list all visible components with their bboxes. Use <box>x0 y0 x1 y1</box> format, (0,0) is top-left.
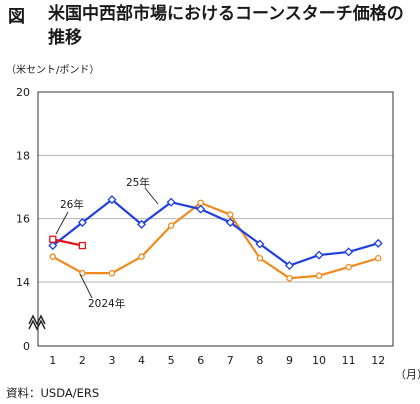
x-tick-label: 1 <box>49 354 56 367</box>
x-tick-label: 9 <box>286 354 293 367</box>
chart-title: 米国中西部市場におけるコーンスターチ価格の推移 <box>48 4 404 48</box>
x-axis-unit-label: （月） <box>395 368 420 381</box>
axis-break-mark <box>28 314 46 326</box>
x-tick-label: 6 <box>197 354 204 367</box>
plot-frame <box>37 91 394 347</box>
x-tick-label: 12 <box>371 354 385 367</box>
x-tick-label: 3 <box>108 354 115 367</box>
axis-break-mark <box>28 319 46 331</box>
series-label: 25年 <box>126 176 150 189</box>
x-tick-label: 8 <box>256 354 263 367</box>
x-tick-label: 5 <box>168 354 175 367</box>
data-point <box>286 274 293 282</box>
data-point <box>49 235 57 243</box>
data-point <box>137 219 147 229</box>
data-point <box>48 241 58 251</box>
data-point <box>78 241 87 250</box>
y-tick-label: 20 <box>16 86 30 99</box>
x-tick-label: 7 <box>227 354 234 367</box>
figure-label: 図 <box>8 7 25 27</box>
data-point <box>138 253 145 260</box>
data-point <box>373 238 383 248</box>
data-point <box>255 239 265 249</box>
data-point <box>315 272 323 279</box>
data-point <box>225 217 235 227</box>
series-callout-leader <box>79 273 93 299</box>
data-point <box>314 250 324 260</box>
data-point <box>167 222 175 229</box>
data-point <box>79 269 86 277</box>
source-note: 資料：USDA/ERS <box>6 386 100 400</box>
y-tick-label: 0 <box>23 340 30 353</box>
y-tick-label: 16 <box>16 213 30 226</box>
series-line-circle <box>52 201 379 280</box>
y-axis-unit-label: （米セント/ポンド） <box>6 65 100 76</box>
series-callout-leader <box>144 187 159 205</box>
data-point <box>256 254 264 262</box>
data-point <box>166 197 176 207</box>
data-point <box>108 269 116 277</box>
y-tick-label: 14 <box>16 276 30 289</box>
series-label: 2024年 <box>88 297 125 310</box>
x-tick-label: 11 <box>342 354 356 367</box>
data-point <box>344 247 354 257</box>
data-point <box>107 195 117 205</box>
y-tick-label: 18 <box>16 149 30 162</box>
data-point <box>345 263 352 271</box>
x-tick-label: 4 <box>138 354 145 367</box>
data-point <box>227 211 234 218</box>
x-tick-label: 10 <box>312 354 326 367</box>
x-tick-label: 2 <box>79 354 86 367</box>
series-callout-leader <box>55 211 69 235</box>
series-line-diamond <box>52 198 379 267</box>
data-point <box>196 204 206 214</box>
data-point <box>284 261 294 271</box>
data-point <box>77 217 87 227</box>
data-point <box>49 253 57 260</box>
series-line-square <box>52 238 83 247</box>
series-label: 26年 <box>60 198 84 211</box>
data-point <box>374 254 382 262</box>
